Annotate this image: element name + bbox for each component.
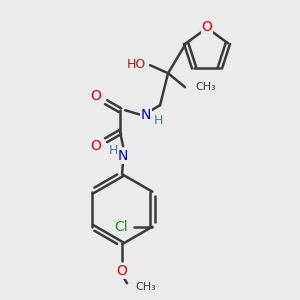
Text: O: O <box>91 139 101 153</box>
Text: N: N <box>118 149 128 163</box>
Text: H: H <box>153 114 163 127</box>
Text: HO: HO <box>127 58 146 71</box>
Text: N: N <box>141 108 151 122</box>
Text: O: O <box>202 20 212 34</box>
Text: O: O <box>91 89 101 103</box>
Text: CH₃: CH₃ <box>195 82 216 92</box>
Text: Cl: Cl <box>115 220 128 234</box>
Text: O: O <box>117 264 128 278</box>
Text: CH₃: CH₃ <box>135 282 156 292</box>
Text: H: H <box>108 144 118 157</box>
